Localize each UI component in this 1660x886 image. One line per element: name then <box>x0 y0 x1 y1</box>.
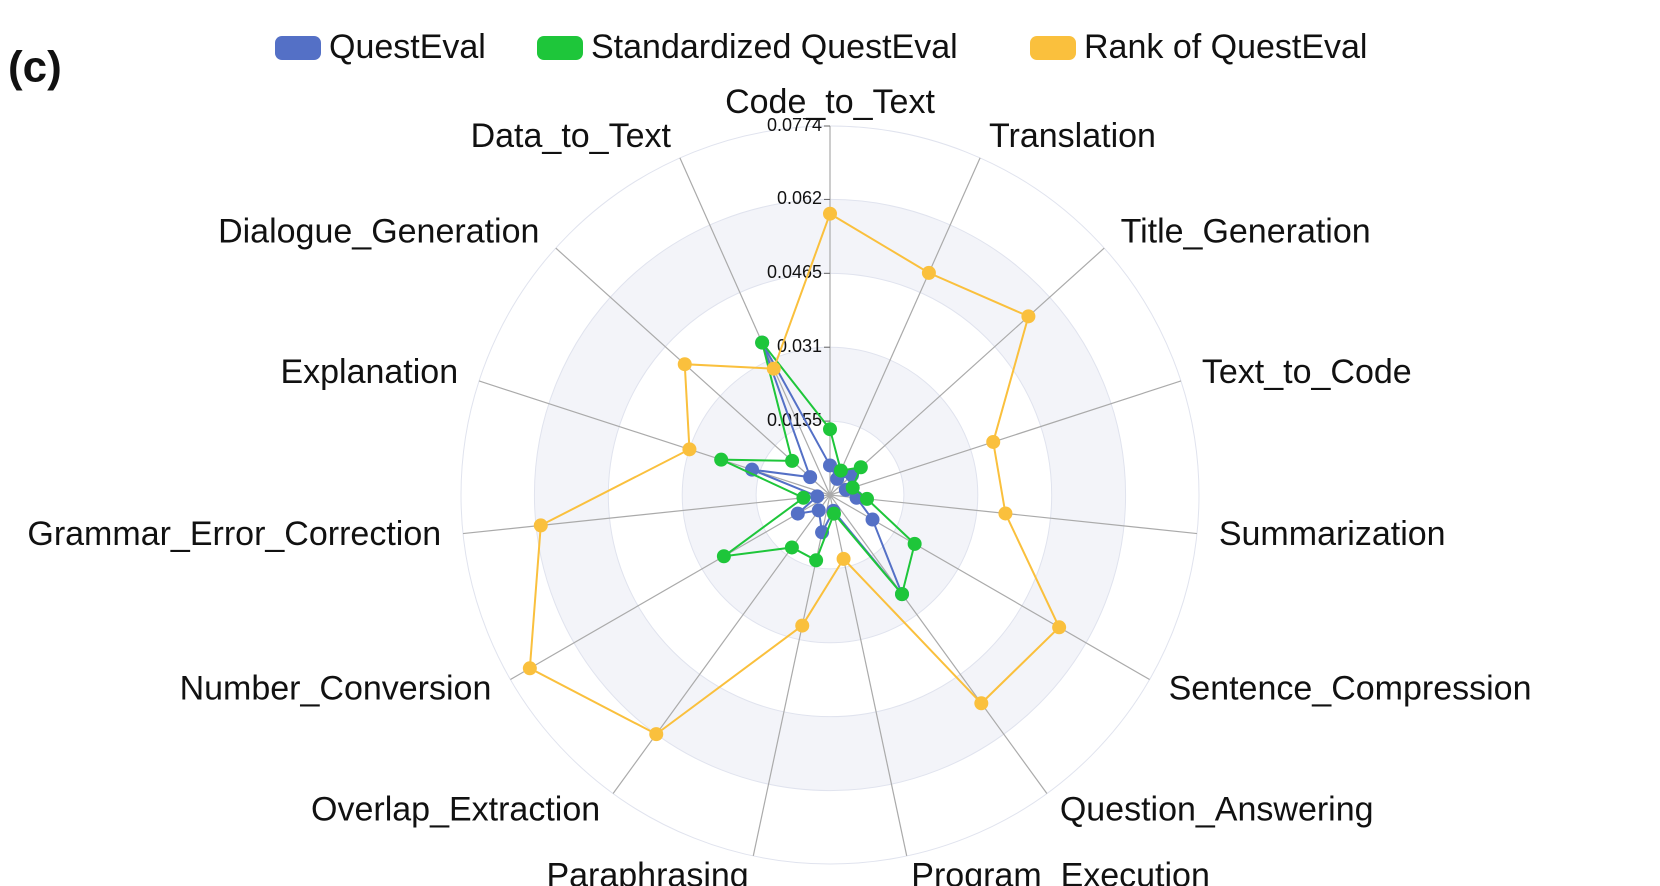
data-point <box>809 553 824 568</box>
data-point <box>677 357 692 372</box>
axis-line <box>462 494 831 535</box>
axis-line <box>829 494 1198 535</box>
tick-label: 0.031 <box>777 336 822 356</box>
tick-label: 0.0465 <box>767 262 822 282</box>
axis-line <box>829 157 981 496</box>
data-point <box>766 361 781 376</box>
category-label: Question_Answering <box>1060 790 1374 828</box>
legend-label: Rank of QuestEval <box>1084 28 1367 66</box>
axis-line <box>829 247 1105 496</box>
data-point <box>795 618 810 633</box>
data-point <box>907 536 922 551</box>
tick-label: 0.0155 <box>767 410 822 430</box>
data-point <box>682 442 697 457</box>
data-point <box>823 206 837 221</box>
category-label: Sentence_Compression <box>1169 669 1532 707</box>
data-point <box>522 661 537 676</box>
data-point <box>784 540 799 555</box>
data-point <box>1052 620 1067 635</box>
data-point <box>803 470 818 485</box>
category-label: Dialogue_Generation <box>218 212 539 250</box>
data-point <box>895 587 910 602</box>
data-point <box>826 506 841 521</box>
data-point <box>986 434 1001 449</box>
data-point <box>796 490 811 505</box>
legend-swatch <box>1030 36 1076 60</box>
category-label: Text_to_Code <box>1202 353 1412 391</box>
category-label: Number_Conversion <box>180 669 492 707</box>
tick-label: 0.0774 <box>767 115 822 135</box>
tick-label: 0.062 <box>777 188 822 208</box>
data-point <box>811 503 826 518</box>
data-point <box>845 480 860 495</box>
legend-swatch <box>537 36 583 60</box>
data-point <box>974 696 989 711</box>
data-point <box>533 518 548 533</box>
data-point <box>649 727 664 742</box>
data-point <box>790 506 805 521</box>
legend-label: QuestEval <box>329 28 486 66</box>
data-point <box>755 335 770 350</box>
data-point <box>714 452 729 467</box>
data-point <box>921 265 936 280</box>
data-point <box>716 549 731 564</box>
axis-line <box>829 494 1150 681</box>
data-point <box>853 460 868 475</box>
axis-line <box>510 494 831 681</box>
category-label: Overlap_Extraction <box>311 790 600 828</box>
category-label: Data_to_Text <box>471 117 672 155</box>
legend-label: Standardized QuestEval <box>591 28 958 66</box>
axis-line <box>478 380 831 496</box>
data-point <box>859 491 874 506</box>
data-point <box>1021 309 1036 324</box>
data-point <box>836 551 851 566</box>
category-label: Summarization <box>1219 515 1446 553</box>
category-label: Grammar_Error_Correction <box>27 515 441 553</box>
category-label: Code_to_Text <box>725 83 935 121</box>
data-point <box>865 512 880 527</box>
category-label: Title_Generation <box>1121 212 1371 250</box>
series-line <box>720 341 916 597</box>
data-point <box>998 506 1013 521</box>
axis-line <box>829 380 1182 496</box>
category-label: Explanation <box>280 353 458 391</box>
category-label: Paraphrasing <box>546 856 748 886</box>
data-point <box>785 453 800 468</box>
category-label: Translation <box>989 117 1156 155</box>
data-point <box>833 463 848 478</box>
data-point <box>823 422 837 437</box>
axis-line <box>829 494 1048 794</box>
axis-line <box>679 157 831 496</box>
data-point <box>823 458 837 473</box>
series-line <box>528 212 1061 736</box>
panel-label: (c) <box>8 43 62 92</box>
data-point <box>810 489 825 504</box>
axis-line <box>555 247 831 496</box>
legend-swatch <box>275 36 321 60</box>
category-label: Program_Execution <box>911 856 1210 886</box>
